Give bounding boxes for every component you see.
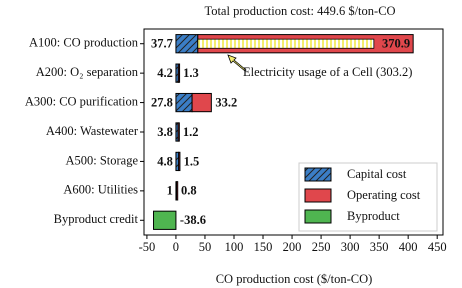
legend-label: Capital cost <box>347 167 407 181</box>
x-tick-label: 300 <box>341 240 360 254</box>
value-label: 37.7 <box>151 37 173 51</box>
value-label: 370.9 <box>382 37 410 51</box>
y-tick-label: Byproduct credit <box>54 212 139 226</box>
y-tick-label: A100: CO production <box>29 36 139 50</box>
bar-segment <box>176 181 179 201</box>
value-label: 1.2 <box>183 125 199 139</box>
legend: Capital cost Operating cost Byproduct <box>298 162 438 232</box>
legend-swatch <box>304 188 332 203</box>
legend-swatch <box>304 209 332 224</box>
value-label: 33.2 <box>215 95 237 109</box>
chart-title: Total production cost: 449.6 $/ton-CO <box>204 4 395 18</box>
value-label: 1.5 <box>184 154 200 168</box>
inset-bar <box>197 38 375 49</box>
x-tick-label: 150 <box>254 240 273 254</box>
value-label: -38.6 <box>180 213 206 227</box>
value-label: 0.8 <box>181 184 197 198</box>
annotation: Electricity usage of a Cell (303.2) <box>243 65 412 79</box>
x-tick-label: 100 <box>225 240 244 254</box>
value-label: 3.8 <box>157 125 173 139</box>
legend-swatch <box>304 167 332 182</box>
value-label: 4.8 <box>157 154 173 168</box>
y-tick-label: A600: Utilities <box>63 183 138 197</box>
bar-segment <box>175 34 199 54</box>
x-tick-label: 400 <box>399 240 418 254</box>
y-tick-label: A400: Wastewater <box>46 124 139 138</box>
legend-label: Byproduct <box>347 209 400 223</box>
legend-label: Operating cost <box>347 188 421 202</box>
x-tick-label: 200 <box>283 240 302 254</box>
value-label: 1.3 <box>183 66 199 80</box>
x-axis-label: CO production cost ($/ton-CO) <box>216 272 373 286</box>
y-tick-label: A500: Storage <box>65 153 138 167</box>
x-tick-label: 350 <box>370 240 389 254</box>
bar-segment <box>177 63 181 83</box>
x-tick-label: 0 <box>173 240 179 254</box>
bar-segment <box>191 92 212 113</box>
value-label: 4.2 <box>157 66 173 80</box>
x-tick-label: -50 <box>139 240 156 254</box>
y-tick-label: A200: O₂ separation <box>36 65 139 79</box>
value-label: 27.8 <box>151 95 173 109</box>
bar-segment <box>178 151 181 172</box>
value-label: 1 <box>167 184 173 198</box>
x-tick-label: 450 <box>428 240 447 254</box>
annotation-arrow <box>227 54 247 72</box>
x-tick-label: 250 <box>312 240 331 254</box>
bar-segment <box>175 92 193 113</box>
bar-segment <box>177 122 180 142</box>
x-tick-label: 50 <box>199 240 212 254</box>
y-tick-label: A300: CO purification <box>25 94 139 108</box>
bar-segment <box>153 210 177 230</box>
